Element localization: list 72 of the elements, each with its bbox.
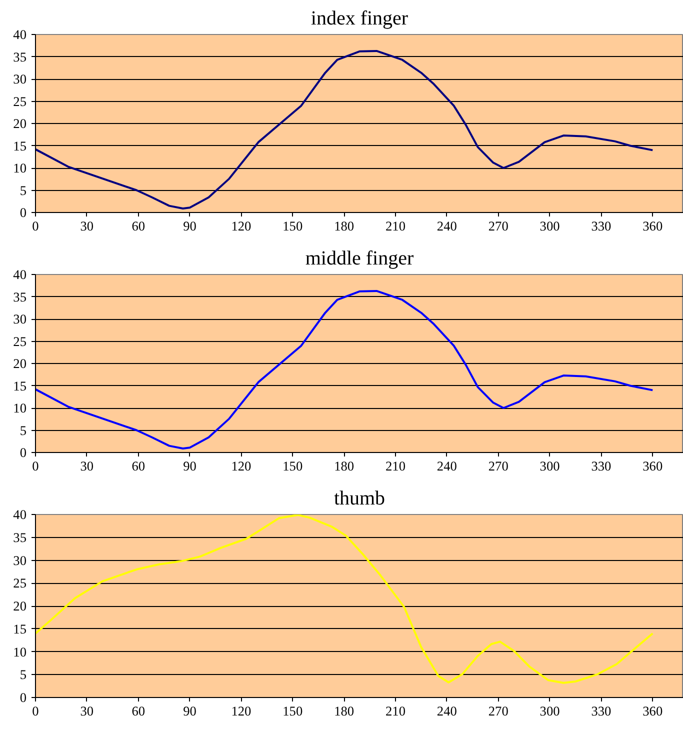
x-tick-label: 330: [591, 218, 612, 234]
x-tick-label: 180: [334, 218, 354, 234]
y-tick-label: 20: [13, 356, 27, 371]
x-tick-label: 60: [132, 218, 146, 234]
line-series: [36, 290, 654, 450]
x-tick-label: 90: [183, 704, 197, 718]
y-tick-label: 35: [13, 49, 27, 64]
chart-title: thumb: [334, 488, 386, 510]
y-tick-label: 25: [13, 334, 27, 349]
x-tick-label: 270: [488, 218, 509, 234]
line-series: [36, 514, 654, 684]
x-tick-label: 90: [183, 458, 197, 474]
y-tick-label: 5: [20, 422, 27, 438]
x-tick-label: 210: [386, 218, 406, 234]
x-tick-label: 60: [132, 458, 146, 474]
x-tick-label: 150: [282, 458, 303, 474]
y-tick-label: 5: [20, 182, 27, 198]
x-tick-label: 300: [540, 458, 560, 474]
x-tick-label: 240: [436, 458, 458, 474]
y-tick-label: 10: [13, 644, 27, 660]
x-tick-label: 150: [282, 704, 303, 718]
y-tick-label: 10: [13, 400, 27, 416]
x-tick-label: 360: [642, 458, 663, 474]
y-tick-label: 20: [13, 598, 27, 614]
x-tick-label: 270: [488, 704, 509, 718]
x-tick-label: 330: [591, 458, 612, 474]
x-tick-label: 180: [334, 704, 354, 718]
x-tick-label: 240: [436, 218, 458, 234]
x-tick-label: 0: [32, 704, 40, 718]
y-tick-label: 40: [13, 507, 27, 522]
x-tick-label: 330: [591, 704, 612, 718]
y-tick-label: 40: [13, 267, 27, 282]
y-tick-label: 15: [13, 138, 27, 154]
y-tick-label: 30: [13, 312, 27, 326]
x-tick-label: 240: [436, 704, 458, 718]
x-tick-label: 210: [386, 458, 406, 474]
x-tick-label: 30: [80, 458, 94, 474]
y-tick-label: 5: [20, 667, 27, 682]
x-tick-label: 150: [282, 218, 303, 234]
y-tick-label: 0: [20, 690, 27, 705]
x-tick-label: 120: [231, 218, 252, 234]
chart-title: middle finger: [305, 248, 414, 270]
x-tick-label: 270: [488, 458, 509, 474]
y-tick-label: 25: [13, 576, 27, 591]
x-tick-label: 210: [386, 704, 406, 718]
x-tick-label: 300: [540, 218, 560, 234]
y-tick-label: 20: [13, 116, 27, 131]
y-tick-label: 25: [13, 94, 27, 109]
y-tick-label: 0: [20, 205, 27, 220]
y-tick-label: 30: [13, 552, 27, 568]
x-tick-label: 180: [334, 458, 354, 474]
x-tick-label: 30: [80, 218, 94, 234]
x-tick-label: 120: [231, 458, 252, 474]
x-tick-label: 90: [183, 218, 197, 234]
y-tick-label: 30: [13, 72, 27, 86]
x-tick-label: 0: [32, 458, 40, 474]
x-tick-label: 60: [132, 704, 146, 718]
y-tick-label: 10: [13, 160, 27, 176]
chart-title: index finger: [310, 8, 408, 30]
y-tick-label: 35: [13, 530, 27, 545]
x-tick-label: 0: [32, 218, 40, 234]
y-tick-label: 0: [20, 445, 27, 460]
y-tick-label: 35: [13, 289, 27, 304]
y-tick-label: 40: [13, 27, 27, 42]
x-tick-label: 360: [642, 218, 663, 234]
x-tick-label: 360: [642, 704, 663, 718]
x-tick-label: 300: [540, 704, 560, 718]
x-tick-label: 120: [231, 704, 252, 718]
y-tick-label: 15: [13, 378, 27, 394]
line-series: [36, 50, 654, 210]
y-tick-label: 15: [13, 621, 27, 636]
x-tick-label: 30: [80, 704, 94, 718]
